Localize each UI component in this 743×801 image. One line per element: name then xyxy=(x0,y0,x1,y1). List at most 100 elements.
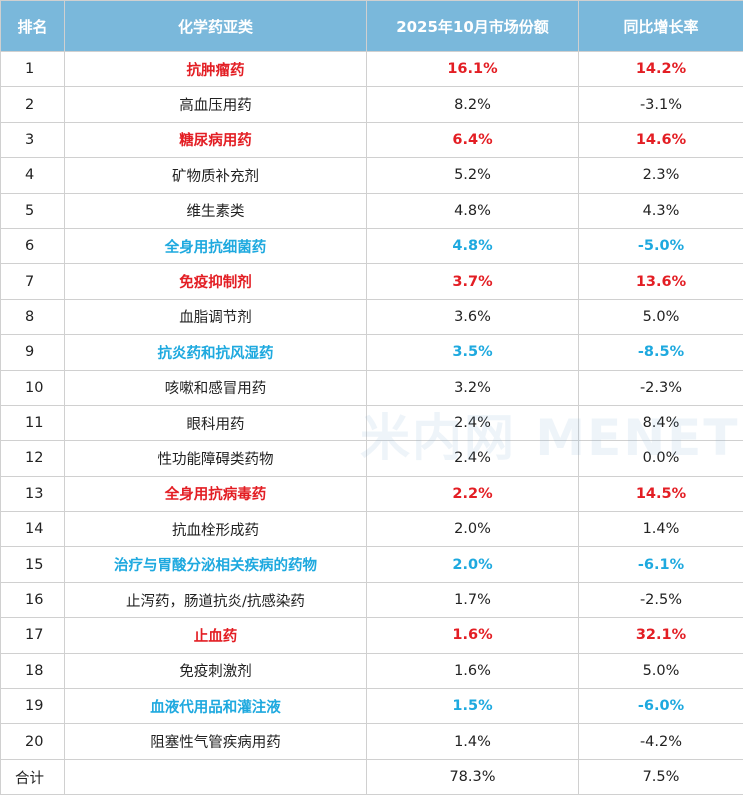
share-cell: 1.6% xyxy=(366,617,579,654)
growth-cell: -5.0% xyxy=(578,227,743,265)
rank-cell: 5 xyxy=(0,192,65,229)
table-row: 14 抗血栓形成药 2.0% 1.4% xyxy=(0,511,743,548)
rank-cell: 20 xyxy=(0,723,65,760)
share-cell: 1.7% xyxy=(366,581,579,619)
total-row: 合计 78.3% 7.5% xyxy=(0,758,743,796)
rank-cell: 18 xyxy=(0,652,65,690)
share-cell: 2.4% xyxy=(366,404,579,442)
share-cell: 5.2% xyxy=(366,157,579,194)
table-row: 6 全身用抗细菌药 4.8% -5.0% xyxy=(0,227,743,265)
table-row: 17 止血药 1.6% 32.1% xyxy=(0,617,743,654)
share-cell: 3.5% xyxy=(366,334,579,371)
subclass-cell: 维生素类 xyxy=(64,192,367,229)
subclass-cell: 免疫抑制剂 xyxy=(64,263,367,300)
growth-cell: 32.1% xyxy=(578,617,743,654)
share-cell: 3.2% xyxy=(366,369,579,406)
rank-cell: 7 xyxy=(0,263,65,300)
subclass-cell: 阻塞性气管疾病用药 xyxy=(64,723,367,760)
growth-cell: -2.5% xyxy=(578,581,743,619)
rank-cell: 3 xyxy=(0,121,65,159)
rank-cell: 15 xyxy=(0,546,65,583)
rank-cell: 8 xyxy=(0,298,65,336)
share-cell: 2.0% xyxy=(366,511,579,548)
table-row: 13 全身用抗病毒药 2.2% 14.5% xyxy=(0,475,743,513)
table-row: 19 血液代用品和灌注液 1.5% -6.0% xyxy=(0,688,743,725)
share-cell: 2.0% xyxy=(366,546,579,583)
share-cell: 1.6% xyxy=(366,652,579,690)
table-row: 18 免疫刺激剂 1.6% 5.0% xyxy=(0,652,743,690)
table-row: 8 血脂调节剂 3.6% 5.0% xyxy=(0,298,743,336)
rank-cell: 14 xyxy=(0,511,65,548)
share-cell: 8.2% xyxy=(366,86,579,123)
header-growth: 同比增长率 xyxy=(578,0,743,52)
growth-cell: 14.2% xyxy=(578,50,743,88)
growth-cell: 13.6% xyxy=(578,263,743,300)
subclass-cell: 咳嗽和感冒用药 xyxy=(64,369,367,406)
rank-cell: 11 xyxy=(0,404,65,442)
growth-cell: -3.1% xyxy=(578,86,743,123)
table-header-row: 排名 化学药亚类 2025年10月市场份额 同比增长率 xyxy=(0,0,743,52)
table-row: 7 免疫抑制剂 3.7% 13.6% xyxy=(0,263,743,300)
rank-cell: 6 xyxy=(0,227,65,265)
share-cell: 1.5% xyxy=(366,688,579,725)
total-share: 78.3% xyxy=(366,758,579,796)
subclass-cell: 抗肿瘤药 xyxy=(64,50,367,88)
total-label: 合计 xyxy=(0,758,65,796)
subclass-cell: 治疗与胃酸分泌相关疾病的药物 xyxy=(64,546,367,583)
rank-cell: 9 xyxy=(0,334,65,371)
rank-cell: 1 xyxy=(0,50,65,88)
table-row: 20 阻塞性气管疾病用药 1.4% -4.2% xyxy=(0,723,743,760)
rank-cell: 2 xyxy=(0,86,65,123)
rank-cell: 17 xyxy=(0,617,65,654)
growth-cell: -6.1% xyxy=(578,546,743,583)
subclass-cell: 免疫刺激剂 xyxy=(64,652,367,690)
subclass-cell: 性功能障碍类药物 xyxy=(64,440,367,477)
subclass-cell: 血脂调节剂 xyxy=(64,298,367,336)
growth-cell: 8.4% xyxy=(578,404,743,442)
growth-cell: -8.5% xyxy=(578,334,743,371)
share-cell: 2.2% xyxy=(366,475,579,513)
subclass-cell: 眼科用药 xyxy=(64,404,367,442)
subclass-cell: 抗血栓形成药 xyxy=(64,511,367,548)
subclass-cell: 止泻药，肠道抗炎/抗感染药 xyxy=(64,581,367,619)
growth-cell: -4.2% xyxy=(578,723,743,760)
growth-cell: 5.0% xyxy=(578,298,743,336)
rank-cell: 13 xyxy=(0,475,65,513)
subclass-cell: 全身用抗细菌药 xyxy=(64,227,367,265)
share-cell: 16.1% xyxy=(366,50,579,88)
table-row: 12 性功能障碍类药物 2.4% 0.0% xyxy=(0,440,743,477)
growth-cell: -6.0% xyxy=(578,688,743,725)
growth-cell: 4.3% xyxy=(578,192,743,229)
table-row: 10 咳嗽和感冒用药 3.2% -2.3% xyxy=(0,369,743,406)
header-share: 2025年10月市场份额 xyxy=(366,0,579,52)
subclass-cell: 全身用抗病毒药 xyxy=(64,475,367,513)
growth-cell: -2.3% xyxy=(578,369,743,406)
rank-cell: 12 xyxy=(0,440,65,477)
table-row: 4 矿物质补充剂 5.2% 2.3% xyxy=(0,157,743,194)
header-rank: 排名 xyxy=(0,0,65,52)
table-row: 9 抗炎药和抗风湿药 3.5% -8.5% xyxy=(0,334,743,371)
growth-cell: 2.3% xyxy=(578,157,743,194)
share-cell: 3.6% xyxy=(366,298,579,336)
rank-cell: 16 xyxy=(0,581,65,619)
total-growth: 7.5% xyxy=(578,758,743,796)
share-cell: 6.4% xyxy=(366,121,579,159)
table-row: 16 止泻药，肠道抗炎/抗感染药 1.7% -2.5% xyxy=(0,581,743,619)
table-row: 15 治疗与胃酸分泌相关疾病的药物 2.0% -6.1% xyxy=(0,546,743,583)
table-row: 2 高血压用药 8.2% -3.1% xyxy=(0,86,743,123)
share-cell: 3.7% xyxy=(366,263,579,300)
share-cell: 4.8% xyxy=(366,192,579,229)
table-row: 1 抗肿瘤药 16.1% 14.2% xyxy=(0,50,743,88)
table-row: 5 维生素类 4.8% 4.3% xyxy=(0,192,743,229)
header-subclass: 化学药亚类 xyxy=(64,0,367,52)
growth-cell: 14.5% xyxy=(578,475,743,513)
share-cell: 1.4% xyxy=(366,723,579,760)
rank-cell: 19 xyxy=(0,688,65,725)
growth-cell: 1.4% xyxy=(578,511,743,548)
subclass-cell: 糖尿病用药 xyxy=(64,121,367,159)
total-name xyxy=(64,758,367,796)
growth-cell: 5.0% xyxy=(578,652,743,690)
subclass-cell: 抗炎药和抗风湿药 xyxy=(64,334,367,371)
table-row: 3 糖尿病用药 6.4% 14.6% xyxy=(0,121,743,159)
